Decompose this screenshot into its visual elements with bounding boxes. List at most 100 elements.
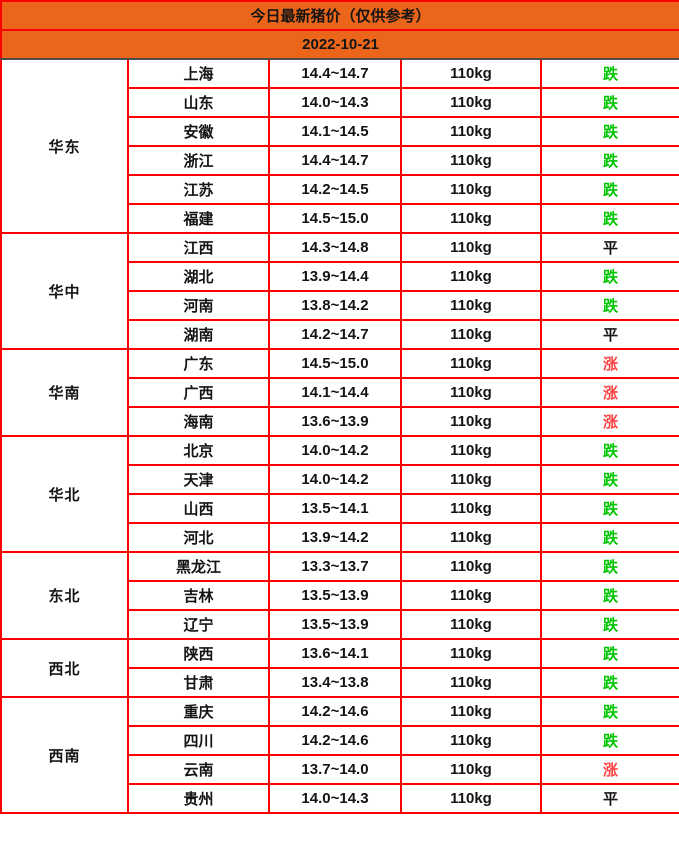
- weight-cell: 110kg: [400, 174, 542, 205]
- region-cell: 西北: [0, 638, 129, 698]
- price-range-cell: 14.5~15.0: [268, 348, 402, 379]
- weight-cell: 110kg: [400, 754, 542, 785]
- trend-cell: 跌: [539, 58, 679, 89]
- trend-cell: 跌: [539, 203, 679, 234]
- weight-cell: 110kg: [400, 435, 542, 466]
- weight-cell: 110kg: [400, 377, 542, 408]
- price-range-cell: 13.9~14.4: [268, 261, 402, 292]
- weight-cell: 110kg: [400, 203, 542, 234]
- price-table-body: 今日最新猪价（仅供参考） 2022-10-21 华东 上海 14.4~14.7 110…: [0, 0, 679, 814]
- table-row: 西南 重庆 14.2~14.6 110kg 跌: [0, 696, 679, 814]
- weight-cell: 110kg: [400, 261, 542, 292]
- weight-cell: 110kg: [400, 319, 542, 350]
- region-cell: 西南: [0, 696, 129, 814]
- table-row: 山东 14.0~14.3 110kg 跌: [1, 87, 679, 118]
- price-range-cell: 14.3~14.8: [268, 232, 402, 263]
- trend-cell: 跌: [539, 580, 679, 611]
- province-cell: 陕西: [127, 638, 270, 669]
- region-cell: 华北: [0, 435, 129, 553]
- weight-cell: 110kg: [400, 348, 542, 379]
- table-row: 河北 13.9~14.2 110kg 跌: [1, 522, 679, 553]
- weight-cell: 110kg: [400, 638, 542, 669]
- province-cell: 辽宁: [127, 609, 270, 640]
- province-cell: 江西: [127, 232, 270, 263]
- province-cell: 黑龙江: [127, 551, 270, 582]
- price-range-cell: 14.2~14.5: [268, 174, 402, 205]
- trend-cell: 跌: [539, 638, 679, 669]
- table-row: 华东 上海 14.4~14.7 110kg 跌: [0, 58, 679, 234]
- trend-cell: 跌: [539, 116, 679, 147]
- province-cell: 甘肃: [127, 667, 270, 698]
- province-cell: 云南: [127, 754, 270, 785]
- date-row: 2022-10-21: [0, 29, 679, 60]
- table-row: 福建 14.5~15.0 110kg 跌: [1, 203, 679, 234]
- table-row: 湖北 13.9~14.4 110kg 跌: [1, 261, 679, 292]
- price-range-cell: 13.5~13.9: [268, 580, 402, 611]
- province-cell: 河南: [127, 290, 270, 321]
- price-range-cell: 14.1~14.5: [268, 116, 402, 147]
- price-range-cell: 14.1~14.4: [268, 377, 402, 408]
- trend-cell: 涨: [539, 754, 679, 785]
- province-cell: 浙江: [127, 145, 270, 176]
- trend-cell: 平: [539, 319, 679, 350]
- table-row: 湖南 14.2~14.7 110kg 平: [1, 319, 679, 350]
- date-label: 2022-10-21: [0, 29, 679, 60]
- price-range-cell: 13.3~13.7: [268, 551, 402, 582]
- price-range-cell: 14.0~14.3: [268, 783, 402, 814]
- region-cell: 东北: [0, 551, 129, 640]
- title-row: 今日最新猪价（仅供参考）: [0, 0, 679, 31]
- province-cell: 北京: [127, 435, 270, 466]
- weight-cell: 110kg: [400, 464, 542, 495]
- price-range-cell: 13.9~14.2: [268, 522, 402, 553]
- table-row: 广西 14.1~14.4 110kg 涨: [1, 377, 679, 408]
- region-cell: 华南: [0, 348, 129, 437]
- price-range-cell: 14.2~14.7: [268, 319, 402, 350]
- weight-cell: 110kg: [400, 609, 542, 640]
- price-range-cell: 13.8~14.2: [268, 290, 402, 321]
- table-row: 云南 13.7~14.0 110kg 涨: [1, 754, 679, 785]
- trend-cell: 跌: [539, 551, 679, 582]
- weight-cell: 110kg: [400, 493, 542, 524]
- weight-cell: 110kg: [400, 87, 542, 118]
- weight-cell: 110kg: [400, 232, 542, 263]
- weight-cell: 110kg: [400, 551, 542, 582]
- weight-cell: 110kg: [400, 580, 542, 611]
- province-cell: 天津: [127, 464, 270, 495]
- table-row: 山西 13.5~14.1 110kg 跌: [1, 493, 679, 524]
- province-cell: 福建: [127, 203, 270, 234]
- trend-cell: 跌: [539, 435, 679, 466]
- weight-cell: 110kg: [400, 145, 542, 176]
- weight-cell: 110kg: [400, 783, 542, 814]
- table-row: 华南 广东 14.5~15.0 110kg 涨: [0, 348, 679, 437]
- trend-cell: 平: [539, 232, 679, 263]
- province-cell: 吉林: [127, 580, 270, 611]
- table-row: 西北 陕西 13.6~14.1 110kg 跌: [0, 638, 679, 698]
- trend-cell: 跌: [539, 522, 679, 553]
- table-row: 辽宁 13.5~13.9 110kg 跌: [1, 609, 679, 640]
- province-cell: 湖北: [127, 261, 270, 292]
- trend-cell: 跌: [539, 261, 679, 292]
- table-row: 江苏 14.2~14.5 110kg 跌: [1, 174, 679, 205]
- province-cell: 安徽: [127, 116, 270, 147]
- table-row: 甘肃 13.4~13.8 110kg 跌: [1, 667, 679, 698]
- province-cell: 海南: [127, 406, 270, 437]
- price-range-cell: 13.6~14.1: [268, 638, 402, 669]
- price-range-cell: 14.2~14.6: [268, 696, 402, 727]
- price-range-cell: 14.0~14.3: [268, 87, 402, 118]
- province-cell: 四川: [127, 725, 270, 756]
- province-cell: 江苏: [127, 174, 270, 205]
- trend-cell: 涨: [539, 377, 679, 408]
- price-table: 今日最新猪价（仅供参考） 2022-10-21 华东 上海 14.4~14.7 110…: [0, 0, 679, 814]
- price-range-cell: 13.5~13.9: [268, 609, 402, 640]
- region-cell: 华东: [0, 58, 129, 234]
- weight-cell: 110kg: [400, 522, 542, 553]
- price-range-cell: 13.7~14.0: [268, 754, 402, 785]
- table-row: 华中 江西 14.3~14.8 110kg 平: [0, 232, 679, 350]
- province-cell: 广东: [127, 348, 270, 379]
- trend-cell: 跌: [539, 725, 679, 756]
- trend-cell: 跌: [539, 145, 679, 176]
- trend-cell: 涨: [539, 348, 679, 379]
- price-range-cell: 13.4~13.8: [268, 667, 402, 698]
- price-range-cell: 14.2~14.6: [268, 725, 402, 756]
